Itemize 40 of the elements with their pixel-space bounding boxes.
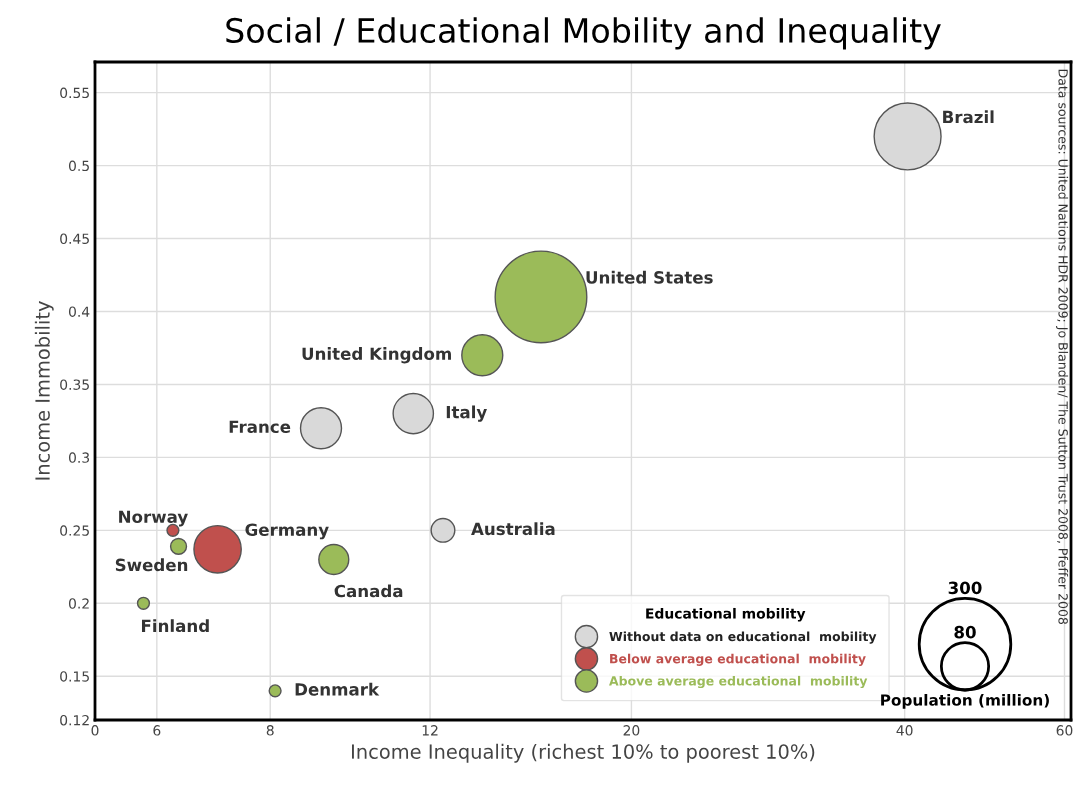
annotation: Australia [471, 522, 555, 536]
x-axis-title: Income Inequality (richest 10% to poorest 10%) [351, 743, 815, 763]
legend-title: Educational mobility [646, 607, 806, 622]
x-tick-label: 6 [153, 725, 161, 736]
annotation: Italy [446, 405, 487, 422]
legend-label: Without data on educational mobility [609, 631, 877, 644]
x-tick-label: 8 [266, 725, 274, 736]
x-tick-label: 40 [896, 725, 913, 736]
y-tick-label: 0.2 [68, 598, 89, 609]
y-tick-label: 0.55 [60, 87, 89, 99]
legend-label: 80 [954, 625, 976, 639]
annotation: Denmark [295, 682, 380, 696]
y-tick-label: 0.3 [68, 452, 90, 463]
annotation: Germany [245, 523, 329, 540]
annotation: France [229, 420, 291, 434]
y-tick-label: 0.45 [60, 233, 89, 245]
annotation: Brazil [943, 110, 994, 124]
x-tick-label: 12 [422, 725, 438, 736]
y-tick-label: 0.25 [60, 525, 89, 536]
annotation: Finland [141, 619, 209, 633]
annotation: Data sources: United Nations HDR 2009; Jo Blanden/ The Sutton Trust 2008, Pfeffer 2008 [1056, 69, 1069, 625]
x-tick-label: 60 [1056, 725, 1073, 736]
annotation: Canada [334, 584, 403, 598]
x-tick-label: 0 [91, 725, 99, 736]
y-tick-label: 0.5 [68, 160, 89, 172]
chart-title: Social / Educational Mobility and Inequality [226, 17, 941, 50]
y-tick-label: 0.12 [60, 714, 89, 726]
legend-label: 300 [948, 581, 982, 595]
annotation: United Kingdom [302, 347, 451, 364]
annotation: Population (million) [881, 694, 1049, 709]
legend-label: Above average educational mobility [609, 675, 868, 689]
annotation: Norway [119, 510, 188, 527]
y-tick-label: 0.15 [60, 671, 89, 682]
y-tick-label: 0.4 [68, 306, 90, 317]
annotation: United States [586, 270, 713, 284]
legend-label: Below average educational mobility [610, 653, 866, 666]
y-axis-title: Income Immobility [34, 301, 54, 480]
y-tick-label: 0.35 [60, 379, 89, 390]
annotation: Sweden [115, 558, 188, 572]
x-tick-label: 20 [623, 725, 640, 736]
